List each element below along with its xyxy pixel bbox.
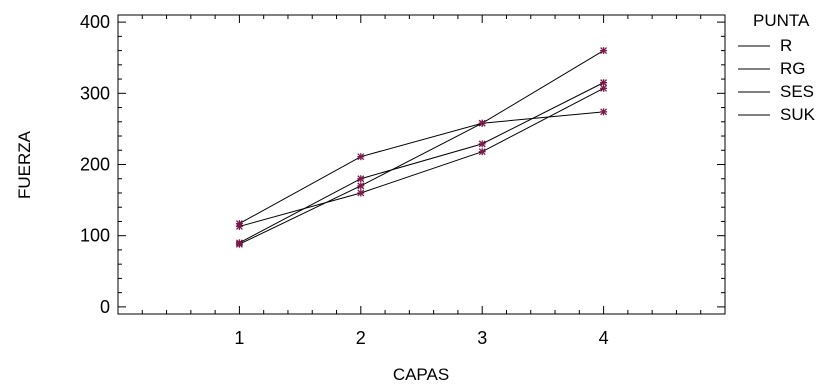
legend-item-r: R	[738, 36, 792, 55]
legend: PUNTA R RG SES SUK	[738, 11, 816, 124]
x-tick-label: 4	[599, 328, 609, 348]
legend-item-rg: RG	[738, 59, 806, 78]
data-point	[235, 239, 243, 247]
data-point	[357, 189, 365, 197]
x-axis-label: CAPAS	[393, 365, 449, 384]
x-tick-label: 3	[477, 328, 487, 348]
x-tick-label: 2	[356, 328, 366, 348]
series-group	[235, 47, 608, 248]
legend-item-ses: SES	[738, 82, 814, 101]
data-point	[235, 222, 243, 230]
legend-label: SUK	[780, 105, 816, 124]
legend-title: PUNTA	[753, 11, 810, 30]
series-r	[235, 47, 608, 248]
data-point	[357, 153, 365, 161]
data-point	[478, 140, 486, 148]
y-axis-label: FUERZA	[15, 130, 34, 199]
series-suk	[235, 84, 608, 230]
axes: 0 100 200 300 400 1 2 3 4	[80, 12, 726, 348]
legend-item-suk: SUK	[738, 105, 816, 124]
legend-label: SES	[780, 82, 814, 101]
x-tick-label: 1	[234, 328, 244, 348]
series-ses	[235, 79, 608, 247]
series-rg	[235, 108, 608, 228]
series-line	[239, 87, 604, 227]
data-point	[357, 175, 365, 183]
series-line	[239, 82, 604, 244]
y-tick-label: 100	[80, 226, 110, 246]
data-point	[600, 108, 608, 116]
plot-frame	[117, 14, 726, 315]
data-point	[600, 47, 608, 55]
data-point	[600, 84, 608, 92]
series-line	[239, 111, 604, 225]
data-point	[357, 182, 365, 190]
legend-label: R	[780, 36, 792, 55]
series-line	[239, 50, 604, 245]
y-tick-label: 300	[80, 83, 110, 103]
legend-label: RG	[780, 59, 806, 78]
y-tick-label: 0	[100, 297, 110, 317]
data-point	[478, 119, 486, 127]
y-tick-label: 200	[80, 155, 110, 175]
data-point	[478, 148, 486, 156]
y-tick-label: 400	[80, 12, 110, 32]
